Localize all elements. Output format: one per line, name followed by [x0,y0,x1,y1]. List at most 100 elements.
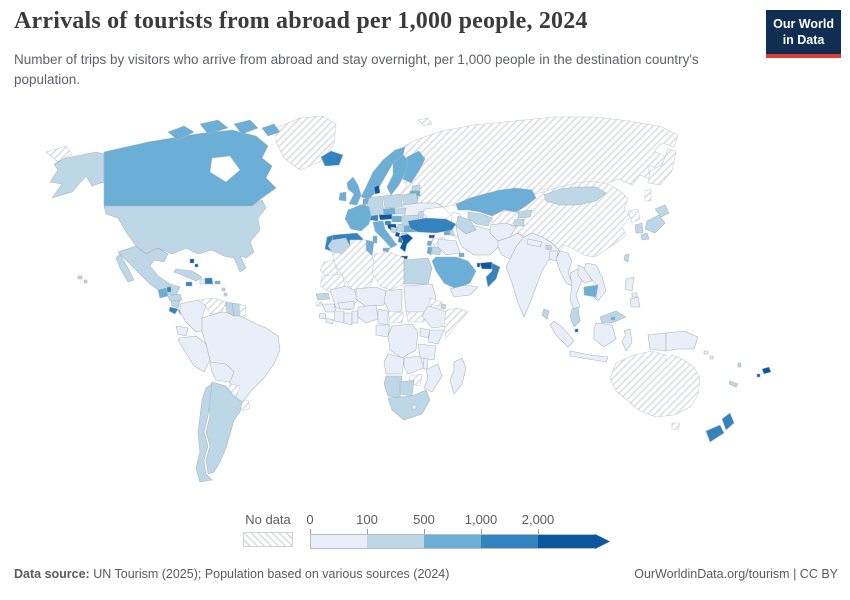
country-nepal[interactable] [526,238,543,248]
country-czechia[interactable] [382,207,396,216]
country-south-korea[interactable] [634,222,644,234]
country-eritrea[interactable] [429,297,443,308]
country-greenland[interactable] [275,115,337,171]
country-philippines[interactable] [629,296,641,308]
country-russia[interactable] [647,148,677,186]
country-turkey[interactable] [407,217,457,234]
country-uae[interactable] [479,261,493,270]
country-south-africa[interactable] [387,389,431,421]
country-tajikistan[interactable] [513,218,525,227]
country-cuba[interactable] [173,268,203,282]
country-philippines[interactable] [624,276,635,292]
country-bahamas[interactable] [189,258,195,264]
country-sweden[interactable] [386,154,410,196]
country-singapore[interactable] [574,328,579,333]
country-solomon[interactable] [703,350,709,355]
country-turkmenistan[interactable] [455,215,477,235]
country-qatar[interactable] [476,262,481,268]
legend-segment-bin3[interactable] [481,534,538,549]
country-malawi[interactable] [422,357,429,370]
country-togo-benin[interactable] [351,310,359,324]
country-lesser-antilles[interactable] [221,287,226,292]
country-haiti[interactable] [199,278,206,285]
owid-logo[interactable]: Our World in Data [766,10,841,58]
country-austria[interactable] [378,213,393,221]
country-australia[interactable] [609,350,701,418]
country-tanzania[interactable] [417,343,437,361]
country-puerto-rico[interactable] [214,280,221,285]
country-indonesia[interactable] [593,322,617,348]
country-angola[interactable] [383,353,405,375]
country-indonesia[interactable] [569,350,609,363]
country-ivory-coast[interactable] [333,310,345,324]
country-jamaica[interactable] [185,281,193,287]
country-chile[interactable] [195,383,213,483]
country-estonia[interactable] [411,184,421,192]
country-kazakhstan[interactable] [455,187,537,217]
country-uruguay[interactable] [239,399,251,412]
country-mexico[interactable] [115,253,135,283]
country-australia[interactable] [671,422,681,431]
country-moldova[interactable] [417,210,425,219]
country-france[interactable] [344,204,372,232]
country-zambia[interactable] [403,355,425,375]
country-canada[interactable] [199,119,229,135]
legend-segment-bin0[interactable] [310,534,368,549]
country-botswana[interactable] [399,379,415,397]
country-nicaragua[interactable] [170,299,181,309]
country-lesser-antilles[interactable] [223,292,228,297]
country-dominican-republic[interactable] [204,277,214,285]
country-drc[interactable] [387,323,419,359]
country-hawaii[interactable] [77,275,83,280]
country-mexico[interactable] [117,245,181,296]
country-chad[interactable] [383,288,403,314]
country-malaysia[interactable] [569,306,581,328]
country-mozambique[interactable] [423,363,443,393]
country-belarus[interactable] [401,192,419,206]
country-uk[interactable] [346,176,362,206]
country-italy[interactable] [382,247,391,253]
country-gabon-congo[interactable] [375,324,391,338]
country-canada[interactable] [233,119,259,135]
country-italy[interactable] [372,235,378,244]
country-hawaii[interactable] [83,279,88,284]
country-cyprus[interactable] [428,234,436,239]
country-vanuatu[interactable] [737,362,742,368]
country-slovakia[interactable] [394,207,407,215]
country-vietnam[interactable] [583,262,607,302]
country-bhutan[interactable] [545,244,553,251]
country-cambodia[interactable] [583,284,599,298]
country-uzbekistan[interactable] [467,211,493,227]
country-yemen[interactable] [449,284,479,298]
country-cameroon[interactable] [377,308,389,326]
country-peru[interactable] [177,335,211,373]
country-indonesia[interactable] [621,328,633,352]
country-bahamas[interactable] [194,263,199,268]
no-data-swatch[interactable] [243,532,293,547]
country-honduras[interactable] [167,293,183,302]
country-japan[interactable] [640,232,650,241]
legend-segment-bin1[interactable] [367,534,424,549]
country-bangladesh[interactable] [548,250,559,262]
country-chukotka[interactable] [45,145,73,163]
country-ireland[interactable] [338,191,347,202]
country-brunei[interactable] [610,316,616,321]
country-taiwan[interactable] [623,253,630,263]
country-argentina[interactable] [205,381,243,475]
country-costa-rica[interactable] [168,306,179,315]
country-south-sudan[interactable] [405,311,427,323]
country-ghana[interactable] [343,312,353,326]
country-iceland[interactable] [320,150,344,167]
country-bolivia[interactable] [209,361,235,383]
country-papua-new-guinea[interactable] [665,330,699,352]
legend-segment-bin2[interactable] [424,534,481,549]
country-kenya[interactable] [427,329,445,345]
country-somalia[interactable] [443,307,469,339]
country-namibia[interactable] [383,375,403,399]
country-guinea-bissau[interactable] [315,301,323,307]
country-sierra-leone[interactable] [318,312,327,320]
country-poland[interactable] [382,193,403,209]
country-kyrgyzstan[interactable] [517,209,533,219]
country-canada[interactable] [261,123,281,137]
country-russia[interactable] [644,188,652,202]
